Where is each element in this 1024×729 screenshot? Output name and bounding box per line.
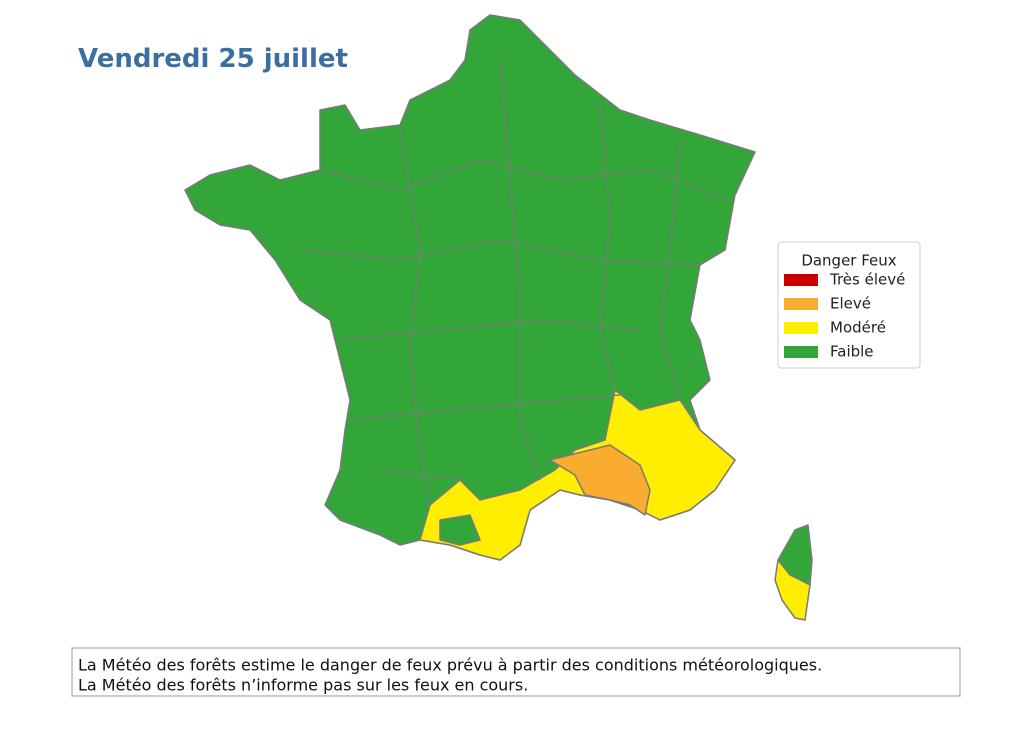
note-line: La Météo des forêts estime le danger de … xyxy=(78,656,822,675)
corsica-south xyxy=(774,559,811,621)
ariege-zone xyxy=(439,514,481,546)
legend-swatch xyxy=(784,322,818,334)
legend: Danger Feux Très élevé Elevé Modéré Faible xyxy=(777,241,921,369)
legend-label: Faible xyxy=(830,343,874,361)
note-line: La Météo des forêts n’informe pas sur le… xyxy=(78,676,528,695)
high-zone xyxy=(549,444,651,516)
legend-box xyxy=(777,241,921,369)
legend-title: Danger Feux xyxy=(801,252,896,270)
legend-label: Modéré xyxy=(830,319,886,337)
legend-swatch xyxy=(784,274,818,286)
legend-label: Elevé xyxy=(830,295,871,313)
department-borders xyxy=(299,59,731,506)
legend-label: Très élevé xyxy=(829,271,905,289)
legend-swatch xyxy=(784,298,818,310)
france-map xyxy=(184,14,813,621)
map-title: Vendredi 25 juillet xyxy=(78,44,348,74)
note-box xyxy=(71,647,961,697)
legend-swatch xyxy=(784,346,818,358)
